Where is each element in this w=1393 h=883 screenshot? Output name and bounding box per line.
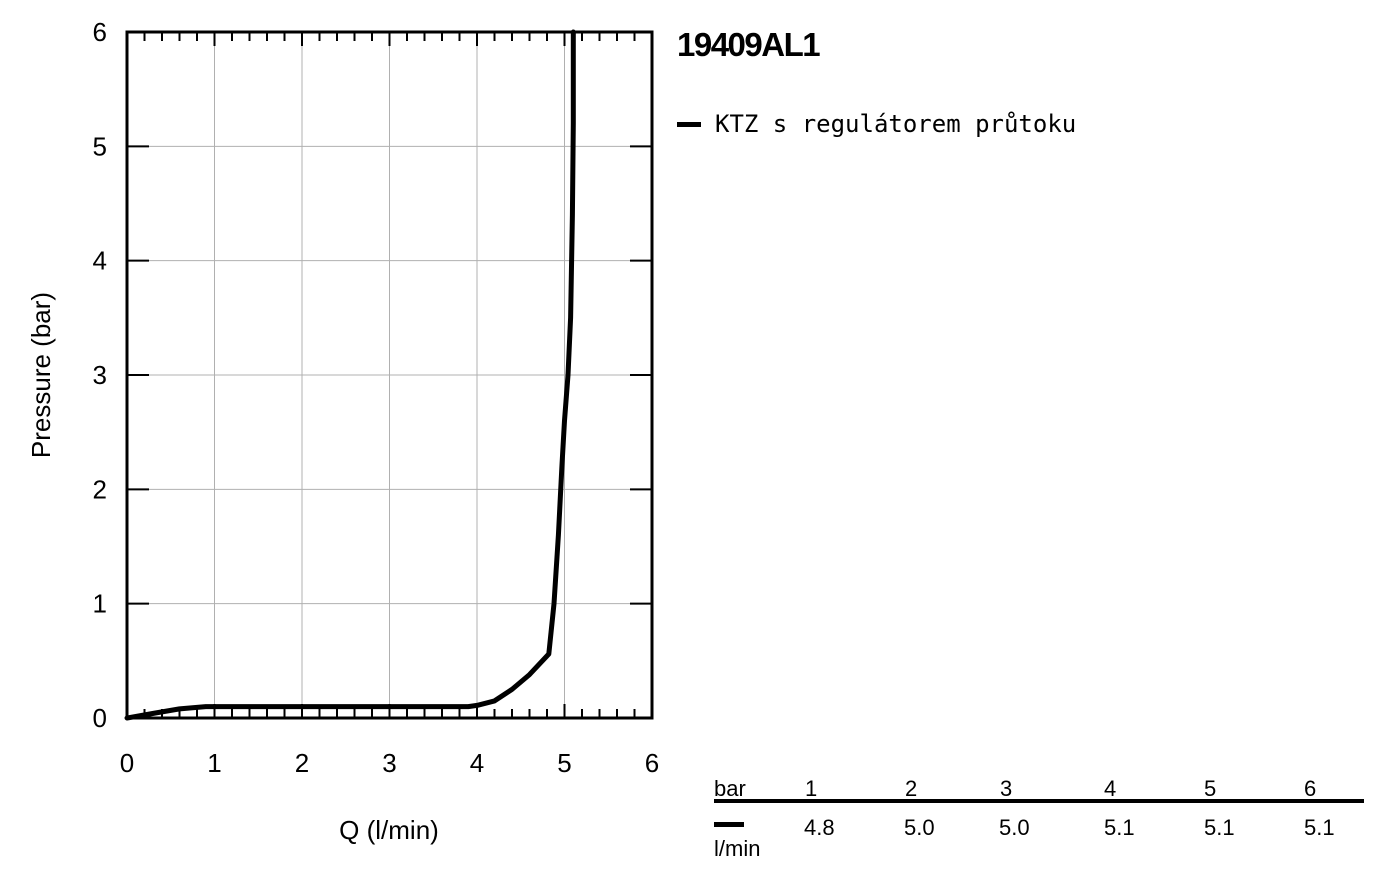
table-flow-cell: 4.8 — [804, 815, 835, 840]
table-pressure-cell: 2 — [905, 776, 918, 801]
table-pressure-unit: bar — [714, 776, 746, 801]
x-tick-label: 5 — [557, 748, 571, 778]
x-tick-label: 0 — [120, 748, 134, 778]
x-tick-label: 4 — [470, 748, 484, 778]
table-pressure-cell: 5 — [1204, 776, 1217, 801]
y-tick-label: 1 — [93, 589, 107, 619]
legend-swatch — [677, 121, 701, 127]
table-rule — [714, 799, 1364, 803]
y-tick-label: 6 — [93, 17, 107, 47]
x-axis-title: Q (l/min) — [339, 815, 439, 845]
y-tick-label: 3 — [93, 360, 107, 390]
x-tick-label: 1 — [207, 748, 221, 778]
table-flow-cell: 5.1 — [1304, 815, 1335, 840]
legend: KTZ s regulátorem průtoku — [677, 110, 1076, 138]
grid-lines — [127, 32, 652, 718]
legend-label: KTZ s regulátorem průtoku — [715, 110, 1077, 138]
y-tick-label: 4 — [93, 246, 107, 276]
plot-frame — [125, 30, 654, 720]
table-flow-cell: 5.1 — [1204, 815, 1235, 840]
table-row-swatch — [714, 822, 744, 827]
table-flow-cell: 5.0 — [999, 815, 1030, 840]
table-flow-unit: l/min — [714, 836, 761, 861]
table-flow-cell: 5.0 — [904, 815, 935, 840]
x-tick-label: 2 — [295, 748, 309, 778]
table-pressure-cell: 6 — [1304, 776, 1317, 801]
y-tick-labels: 0 1 2 3 4 5 6 — [93, 17, 107, 733]
product-title: 19409AL1 — [677, 26, 821, 63]
y-tick-label: 2 — [93, 474, 107, 504]
table-pressure-cell: 4 — [1104, 776, 1117, 801]
x-tick-label: 3 — [382, 748, 396, 778]
x-tick-labels: 0 1 2 3 4 5 6 — [120, 748, 659, 778]
y-axis-title: Pressure (bar) — [26, 292, 56, 458]
series-line-ktz — [124, 29, 576, 721]
table-flow-cell: 5.1 — [1104, 815, 1135, 840]
table-pressure-cell: 3 — [1000, 776, 1013, 801]
y-tick-label: 0 — [93, 703, 107, 733]
flow-table: bar l/min 1 2 3 4 5 6 4.8 5.0 5.0 5.1 5.… — [714, 774, 1364, 864]
x-tick-label: 6 — [645, 748, 659, 778]
y-tick-label: 5 — [93, 131, 107, 161]
table-pressure-cell: 1 — [805, 776, 818, 801]
